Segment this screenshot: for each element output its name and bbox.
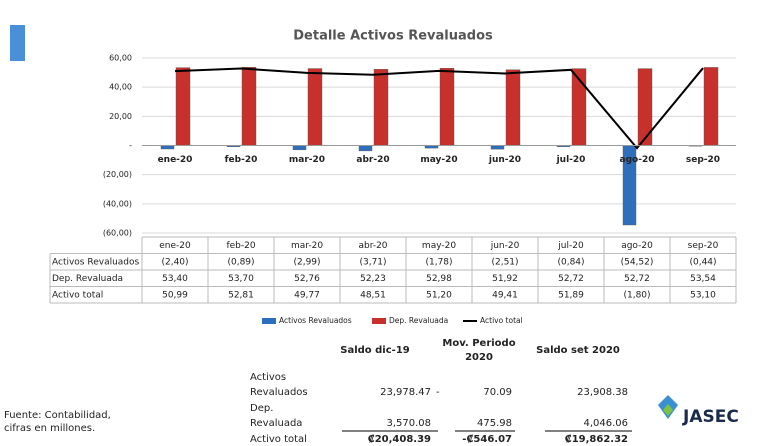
y-tick-label: (40,00) [103,199,132,208]
summary-header: Saldo set 2020 [536,345,620,356]
table-cell: 51,89 [558,290,584,300]
summary-row-label: Dep. [250,403,273,414]
table-cell: (2,99) [293,257,320,267]
table-cell: (0,44) [689,257,716,267]
x-tick-label: ago-20 [620,155,655,165]
table-cell: (2,40) [161,257,188,267]
logo: JASEC [658,395,739,427]
logo-icon-inner [663,404,673,416]
summary-row-label: Revaluada [250,418,302,429]
summary-cell: 70.09 [483,387,512,398]
summary-header: Saldo dic-19 [340,345,410,356]
y-tick-label: - [129,141,132,150]
summary-sign: - [436,387,440,398]
y-tick-label: 60,00 [109,54,132,63]
y-tick-label: (20,00) [103,170,132,179]
table-cell: 53,10 [690,290,716,300]
bar [241,66,257,146]
x-tick-label: mar-20 [289,155,325,165]
summary-row-label: Activo total [250,434,307,445]
x-tick-label: may-20 [420,155,457,165]
summary-cell: 23,978.47 [380,387,431,398]
table-row-label: Dep. Revaluada [52,274,123,284]
table-cell: (0,89) [227,257,254,267]
table-cell: 53,70 [228,274,254,284]
table-cell: (54,52) [621,257,654,267]
bar [505,69,521,146]
x-tick-label: jul-20 [556,155,586,165]
y-tick-label: (60,00) [103,229,132,238]
table-cell: 49,41 [492,290,518,300]
bar [160,145,175,150]
x-tick-label: ene-20 [158,155,193,165]
summary-row-label: Activos [250,372,286,383]
table-cell: 52,81 [228,290,254,300]
line-series [174,67,704,150]
summary-cell: 23,908.38 [577,387,628,398]
table-header: sep-20 [688,241,719,251]
summary-header: Mov. Periodo [442,338,515,349]
table-header: ago-20 [621,241,653,251]
table-cell: 52,72 [558,274,584,284]
table-cell: 49,77 [294,290,320,300]
table-cell: 53,40 [162,274,188,284]
summary-cell: 3,570.08 [386,418,431,429]
summary-cell: ₡20,408.39 [368,434,431,445]
table-cell: (1,78) [425,257,452,267]
legend-swatch [372,318,386,324]
footnote: Fuente: Contabilidad, [4,410,111,421]
bar [175,67,191,146]
table-cell: (1,80) [623,290,650,300]
summary-header: 2020 [465,352,493,363]
chart-title: Detalle Activos Revaluados [293,29,493,44]
table-cell: (2,51) [491,257,518,267]
legend-label: Dep. Revaluada [389,316,448,325]
table-row-label: Activos Revaluados [52,257,140,267]
legend-label: Activo total [480,316,523,325]
bar [307,68,323,146]
table-cell: 48,51 [360,290,386,300]
table-cell: 52,23 [360,274,386,284]
bar [703,67,719,146]
table-header: abr-20 [358,241,387,251]
bar [490,145,505,150]
table-cell: 52,76 [294,274,320,284]
table-cell: 53,54 [690,274,716,284]
summary-row-label: Revaluados [250,387,308,398]
table-header: jul-20 [557,241,584,251]
summary-cell: ₡19,862.32 [565,434,628,445]
legend-swatch [262,318,276,324]
logo-text: JASEC [682,407,739,427]
bar [358,145,373,152]
table-header: may-20 [422,241,456,251]
y-tick-label: 40,00 [109,83,132,92]
table-cell: (0,84) [557,257,584,267]
table-header: feb-20 [226,241,255,251]
bar [373,69,389,146]
table-cell: 51,20 [426,290,452,300]
summary-cell: 4,046.06 [583,418,628,429]
x-tick-label: jun-20 [488,155,521,165]
table-cell: 52,98 [426,274,452,284]
table-header: mar-20 [291,241,323,251]
table-cell: 50,99 [162,290,188,300]
accent-block [10,25,25,61]
summary-cell: 475.98 [477,418,512,429]
summary-cell: -₡546.07 [462,434,512,445]
x-tick-label: abr-20 [356,155,389,165]
footnote: cifras en millones. [4,423,95,434]
x-tick-label: feb-20 [225,155,258,165]
table-row-label: Activo total [52,290,103,300]
table-header: jun-20 [490,241,520,251]
table-header: ene-20 [159,241,191,251]
bar [439,68,455,146]
table-cell: (3,71) [359,257,386,267]
table-cell: 52,72 [624,274,650,284]
x-tick-label: sep-20 [686,155,720,165]
table-cell: 51,92 [492,274,518,284]
y-tick-label: 20,00 [109,112,132,121]
legend-label: Activos Revaluados [279,316,352,325]
bar [292,145,307,151]
